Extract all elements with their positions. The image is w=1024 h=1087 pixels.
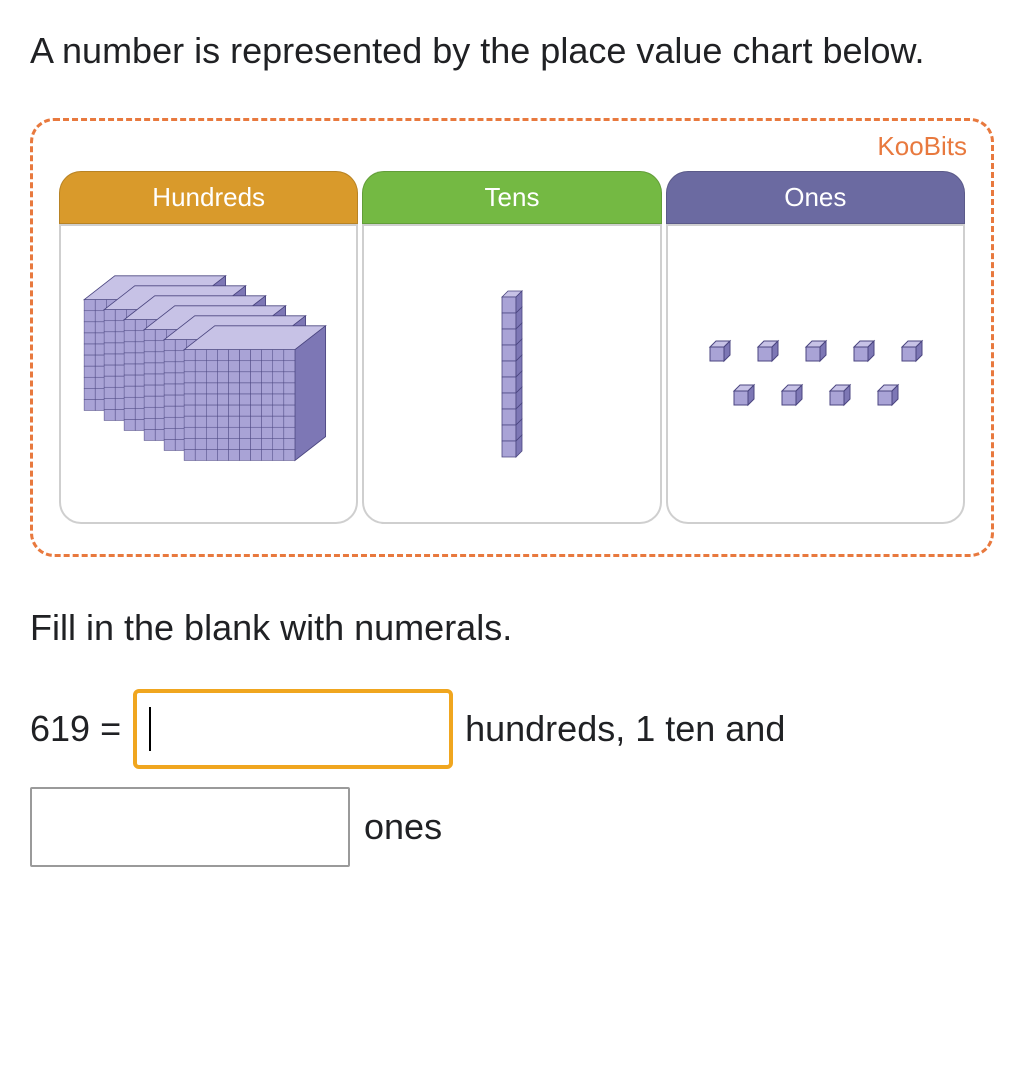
header-tens: Tens [362, 171, 661, 224]
ones-unit [730, 383, 756, 409]
header-ones: Ones [666, 171, 965, 224]
body-tens [362, 224, 661, 524]
body-ones [666, 224, 965, 524]
answer-mid: hundreds, 1 ten and [465, 708, 785, 750]
text-cursor [149, 707, 151, 751]
hundreds-flat [179, 309, 329, 479]
ones-row [706, 339, 924, 365]
answer-line-1: 619 = hundreds, 1 ten and [30, 689, 994, 769]
answer-tail: ones [364, 806, 442, 848]
body-hundreds [59, 224, 358, 524]
ones-unit [802, 339, 828, 365]
column-tens: Tens [362, 171, 661, 524]
ones-input[interactable] [30, 787, 350, 867]
ones-unit [874, 383, 900, 409]
answer-line-2: ones [30, 787, 994, 867]
watermark: KooBits [877, 131, 967, 162]
ones-unit [898, 339, 924, 365]
ones-unit [850, 339, 876, 365]
column-ones: Ones [666, 171, 965, 524]
ones-unit [706, 339, 732, 365]
question-text: A number is represented by the place val… [30, 24, 994, 78]
ones-row [730, 383, 900, 409]
tens-rod [500, 284, 524, 464]
answer-lhs: 619 = [30, 708, 121, 750]
ones-unit [778, 383, 804, 409]
column-hundreds: Hundreds [59, 171, 358, 524]
instruction-text: Fill in the blank with numerals. [30, 607, 994, 649]
place-value-chart: KooBits Hundreds Tens Ones [30, 118, 994, 557]
ones-unit [754, 339, 780, 365]
ones-unit [826, 383, 852, 409]
header-hundreds: Hundreds [59, 171, 358, 224]
hundreds-input[interactable] [133, 689, 453, 769]
